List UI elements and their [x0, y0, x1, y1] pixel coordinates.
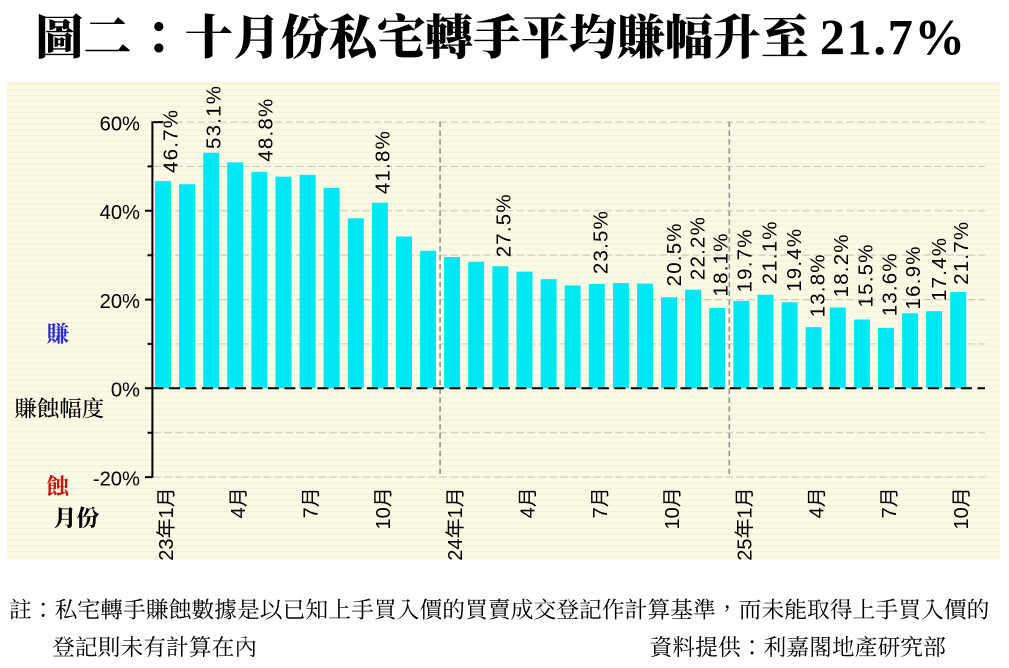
svg-text:60%: 60% [100, 114, 140, 136]
svg-text:18.2%: 18.2% [830, 233, 853, 297]
svg-text:0%: 0% [111, 380, 140, 402]
svg-text:0: 0 [662, 507, 684, 518]
svg-text:20.5%: 20.5% [663, 222, 686, 286]
svg-text:21.1%: 21.1% [759, 220, 782, 284]
svg-text:13.6%: 13.6% [879, 252, 902, 316]
svg-text:20%: 20% [100, 291, 140, 313]
svg-text:4: 4 [228, 507, 250, 518]
svg-text:16.9%: 16.9% [902, 245, 925, 309]
svg-text:1: 1 [156, 507, 178, 518]
svg-text:48.8%: 48.8% [254, 98, 277, 162]
svg-text:17.4%: 17.4% [928, 237, 951, 301]
svg-text:21.7%: 21.7% [950, 221, 973, 285]
svg-text:1: 1 [951, 518, 973, 529]
svg-text:-20%: -20% [93, 468, 140, 490]
svg-text:46.7%: 46.7% [160, 109, 183, 173]
svg-text:1: 1 [445, 507, 467, 518]
svg-text:22.2%: 22.2% [687, 216, 710, 280]
svg-text:3: 3 [156, 538, 178, 549]
svg-text:18.1%: 18.1% [710, 232, 733, 296]
svg-text:7: 7 [590, 507, 612, 518]
svg-text:1: 1 [734, 507, 756, 518]
svg-text:1: 1 [662, 518, 684, 529]
svg-text:41.8%: 41.8% [372, 130, 395, 194]
svg-text:2: 2 [445, 550, 467, 561]
svg-text:4: 4 [518, 507, 540, 518]
svg-text:15.5%: 15.5% [855, 243, 878, 307]
svg-text:7: 7 [301, 507, 323, 518]
svg-text:19.7%: 19.7% [734, 228, 757, 292]
svg-text:4: 4 [807, 507, 829, 518]
svg-text:5: 5 [734, 538, 756, 549]
svg-text:27.5%: 27.5% [492, 193, 515, 257]
svg-text:2: 2 [734, 550, 756, 561]
svg-text:4: 4 [445, 538, 467, 549]
svg-text:40%: 40% [100, 202, 140, 224]
svg-text:19.4%: 19.4% [783, 228, 806, 292]
svg-text:53.1%: 53.1% [203, 85, 226, 149]
svg-text:2: 2 [156, 550, 178, 561]
svg-text:1: 1 [373, 518, 395, 529]
svg-text:13.8%: 13.8% [806, 253, 829, 317]
svg-text:21.7%: 21.7% [820, 10, 967, 66]
svg-text:7: 7 [879, 507, 901, 518]
svg-text:0: 0 [951, 507, 973, 518]
svg-text:23.5%: 23.5% [589, 210, 612, 274]
svg-text:0: 0 [373, 507, 395, 518]
